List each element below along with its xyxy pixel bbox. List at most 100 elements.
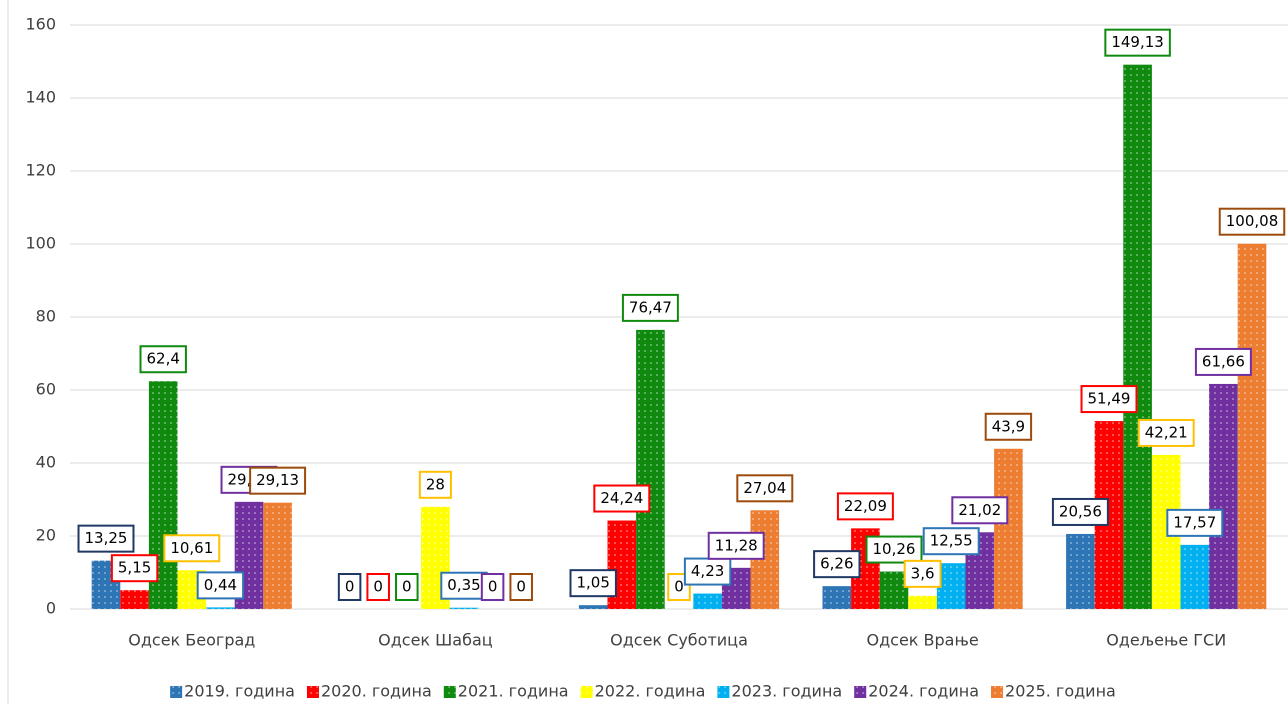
value-label-text: 1,05 <box>576 574 609 592</box>
value-label: 0 <box>337 573 362 601</box>
value-label-text: 22,09 <box>844 497 887 515</box>
value-label-text: 0 <box>402 578 412 596</box>
value-label-box <box>569 569 617 598</box>
value-label-text: 21,02 <box>958 501 1001 519</box>
value-label-text: 24,24 <box>600 489 643 507</box>
value-label-text: 29,13 <box>256 471 299 489</box>
y-tick-label: 120 <box>25 161 56 180</box>
y-tick-label: 140 <box>25 88 56 107</box>
value-label-text: 0,44 <box>204 576 237 594</box>
value-label-text: 0 <box>516 578 526 596</box>
value-label-box <box>509 573 533 601</box>
bar <box>994 448 1023 609</box>
value-label-box <box>1218 207 1286 236</box>
value-label: 24,24 <box>593 484 651 513</box>
value-label: 5,15 <box>110 554 159 583</box>
bar <box>263 502 292 609</box>
value-label-box <box>1194 347 1252 376</box>
x-tick-label: Одсек Суботица <box>610 631 748 650</box>
bar <box>449 607 479 609</box>
value-label: 12,55 <box>922 527 980 556</box>
bar <box>936 563 966 609</box>
value-label-text: 0 <box>674 578 684 596</box>
value-label-box <box>1166 508 1224 537</box>
y-tick-label: 160 <box>25 15 56 34</box>
x-tick-label: Одсек Шабац <box>378 631 493 650</box>
value-label-text: 149,13 <box>1111 33 1164 51</box>
legend-swatch <box>443 686 456 698</box>
value-label: 11,28 <box>707 531 765 560</box>
value-label: 10,61 <box>163 534 221 563</box>
y-tick-label: 80 <box>36 307 56 326</box>
bar <box>1209 383 1238 609</box>
value-label-text: 100,08 <box>1226 212 1279 230</box>
value-label-box <box>1080 385 1138 414</box>
value-label-text: 0 <box>488 578 498 596</box>
legend-label: 2024. година <box>868 682 979 701</box>
bar <box>206 607 235 609</box>
value-label: 20,56 <box>1051 497 1109 526</box>
value-label-box <box>951 496 1009 525</box>
value-label: 100,08 <box>1218 207 1286 236</box>
value-label-box <box>1051 497 1109 526</box>
value-label-box <box>77 524 135 553</box>
value-label-box <box>903 559 942 588</box>
value-label-box <box>621 293 679 322</box>
value-label-box <box>922 527 980 556</box>
value-label: 22,09 <box>836 492 894 521</box>
value-label-text: 10,61 <box>170 539 213 557</box>
value-label-text: 28 <box>426 475 445 493</box>
value-label: 0 <box>366 573 390 601</box>
value-label-box <box>984 412 1033 441</box>
x-tick-label: Одсек Београд <box>128 631 255 650</box>
value-label-box <box>865 535 923 564</box>
value-label-box <box>1137 418 1195 447</box>
value-label-text: 0 <box>345 578 355 596</box>
value-label: 4,23 <box>683 557 732 586</box>
legend-swatch <box>991 686 1004 698</box>
legend-label: 2022. година <box>595 682 706 701</box>
value-label: 27,04 <box>736 474 794 503</box>
y-tick-label: 40 <box>36 453 56 472</box>
value-label: 28 <box>418 470 452 499</box>
value-label-box <box>249 466 307 495</box>
legend-swatch <box>580 686 593 698</box>
value-label-box <box>418 470 452 499</box>
value-label-text: 0,35 <box>447 576 480 594</box>
value-label-text: 12,55 <box>930 532 973 550</box>
y-tick-label: 100 <box>25 234 56 253</box>
value-label-box <box>110 554 159 583</box>
value-label-box <box>163 534 221 563</box>
y-tick-label: 0 <box>46 599 56 618</box>
bar <box>120 590 149 609</box>
value-label: 29,13 <box>249 466 307 495</box>
bar <box>636 329 665 609</box>
value-label: 0,35 <box>440 571 488 600</box>
value-label-box <box>1104 28 1171 57</box>
value-label: 0,44 <box>196 571 245 600</box>
value-label-box <box>440 571 488 600</box>
value-label-box <box>683 557 732 586</box>
value-label-text: 76,47 <box>629 298 672 316</box>
value-label-box <box>395 573 419 601</box>
value-label-text: 51,49 <box>1088 390 1131 408</box>
x-tick-label: Одсек Врање <box>866 631 978 650</box>
x-tick-label: Одељење ГСИ <box>1106 631 1226 650</box>
value-label: 10,26 <box>865 535 923 564</box>
y-tick-label: 60 <box>36 380 56 399</box>
value-label: 17,57 <box>1166 508 1224 537</box>
value-label: 51,49 <box>1080 385 1138 414</box>
value-label: 0 <box>509 573 533 601</box>
value-label-box <box>480 573 505 601</box>
value-label-text: 3,6 <box>911 564 935 582</box>
legend-swatch <box>306 686 319 698</box>
legend: 2019. година 2020. година 2021. година 2022… <box>170 682 1116 701</box>
value-label: 21,02 <box>951 496 1009 525</box>
value-label: 3,6 <box>903 559 942 588</box>
value-label-text: 11,28 <box>715 536 758 554</box>
value-label-text: 61,66 <box>1202 352 1245 370</box>
value-label-box <box>139 345 187 374</box>
value-label-box <box>196 571 245 600</box>
bar <box>879 571 909 609</box>
